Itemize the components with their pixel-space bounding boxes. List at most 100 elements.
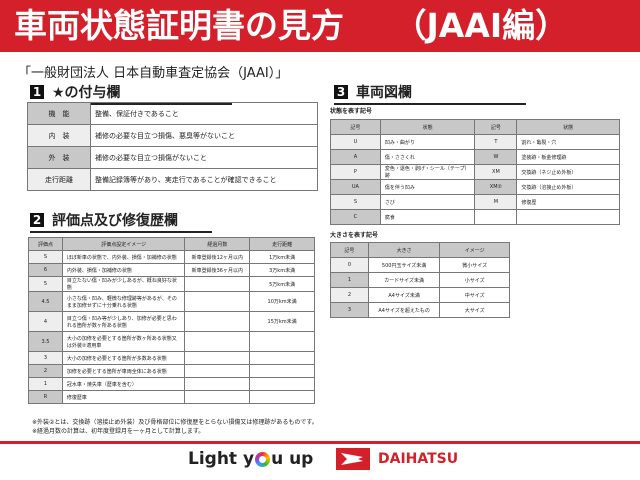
table-row: 4.5 小さな傷・凹み、軽微な修理跡等があるが、そのまま加修せずに十分乗れる状態 1…: [28, 291, 315, 312]
table-row: S ほぼ新車の状態で、内外装、損傷・加補修の状態 新車登録後12ヶ月以内 1万km未満: [28, 250, 315, 264]
note: ※経過月数の計算は、初年度登録月を一ヶ月として計算します。: [32, 428, 205, 435]
grade: 4: [28, 311, 63, 332]
size: カードサイズ未満: [367, 272, 441, 288]
size: 500円玉サイズ未満: [367, 257, 441, 273]
table-row: 5 目立たない傷・凹みが少しあるが、概ね良好な状態 5万km未満: [28, 276, 315, 292]
state-text: 交換跡（ネジ止め外板）: [516, 164, 620, 180]
state-text: 変色・退色・剥げ・シール（テープ）跡: [379, 164, 476, 180]
table-row: 3 大小の加修を必要とする箇所が多数ある状態: [28, 351, 315, 365]
section-title: 評価点及び修復歴欄: [52, 213, 178, 229]
description: 小さな傷・凹み、軽微な修理跡等があるが、そのまま加修せずに十分乗れる状態: [61, 291, 186, 312]
mileage: 10万km未満: [249, 291, 315, 312]
elapsed-months: 新車登録後12ヶ月以内: [184, 250, 251, 264]
table-row: 2 加修を必要とする箇所が車両全体にある状態: [28, 364, 315, 378]
mileage: [249, 351, 315, 365]
criteria-text: 補修の必要な目立つ損傷、悪臭等がないこと: [90, 124, 318, 147]
table-row: 4 目立つ傷・凹み等が少しあり、加修が必要と思われる箇所が数ヶ所ある状態 15万km…: [28, 311, 315, 332]
description: 加修を必要とする箇所が車両全体にある状態: [61, 364, 186, 378]
slogan-part: u up: [271, 449, 314, 469]
subtitle: 「一般財団法人 日本自動車査定協会（JAAI）」: [18, 66, 289, 81]
criteria-text: 補修の必要な目立つ損傷がないこと: [90, 146, 318, 169]
column-header: 状態: [516, 119, 620, 135]
column-header: 記号: [330, 119, 381, 135]
grade-table: 評価点 評価点設定イメージ 経過月数 走行距離 S ほぼ新車の状態で、内外装、損傷・加補修…: [28, 237, 315, 404]
state-symbol: XM: [474, 164, 518, 180]
description: 大小の加修を必要とする箇所が多数ある状態: [61, 351, 186, 365]
state-symbol: U: [330, 134, 381, 150]
table-row: R 修復歴車: [28, 390, 315, 404]
grade: 2: [28, 364, 63, 378]
state-text: 腐食: [379, 209, 476, 225]
size-image: 小サイズ: [439, 272, 510, 288]
criteria-label: 内 装: [27, 124, 91, 147]
state-text: さび: [379, 194, 476, 210]
state-text: 交換跡（溶接止め外板）: [516, 179, 620, 195]
section-title: ★の付与欄: [52, 85, 121, 101]
state-text: 修復歴: [516, 194, 620, 210]
criteria-label: 機 能: [27, 102, 91, 125]
elapsed-months: 新車登録後36ヶ月以内: [184, 263, 251, 277]
mileage: 3万km未満: [249, 263, 315, 277]
page-title: 車両状態証明書の見方 （JAAI編）: [0, 0, 640, 52]
table-row: 1 カードサイズ未満 小サイズ: [330, 272, 510, 288]
state-symbol: S: [330, 194, 381, 210]
elapsed-months: [184, 351, 251, 365]
elapsed-months: [184, 311, 251, 332]
description: 目立つ傷・凹み等が少しあり、加修が必要と思われる箇所が数ヶ所ある状態: [61, 311, 186, 332]
table-row: 0 500円玉サイズ未満 微小サイズ: [330, 257, 510, 273]
state-symbol: XM②: [474, 179, 518, 195]
size-image: 大サイズ: [439, 302, 510, 318]
mileage: [249, 364, 315, 378]
state-text: 傷を伴う凹み: [379, 179, 476, 195]
mileage: [249, 377, 315, 391]
description: 修復歴車: [61, 390, 186, 404]
state-text: 凹み・曲がり: [379, 134, 476, 150]
description: 大小の加修を必要とする箇所が数ヶ所ある状態又は外装②適用車: [61, 331, 186, 352]
state-text: 割れ・亀裂・穴: [516, 134, 620, 150]
table-row: S さび M 修復歴: [330, 194, 620, 210]
state-caption: 状態を表す記号: [330, 108, 373, 115]
mileage: [249, 331, 315, 352]
mileage: 15万km未満: [249, 311, 315, 332]
section-title: 車両図欄: [356, 85, 412, 101]
criteria-label: 外 装: [27, 146, 91, 169]
column-header: イメージ: [439, 242, 510, 258]
section-2-heading: 2 評価点及び修復歴欄: [30, 210, 212, 233]
state-symbol: C: [330, 209, 381, 225]
section-number: 1: [30, 85, 44, 99]
grade: R: [28, 390, 63, 404]
brand-name: DAIHATSU: [378, 451, 459, 467]
elapsed-months: [184, 390, 251, 404]
criteria-text: 整備、保証付きであること: [90, 102, 318, 125]
table-row: 2 A4サイズ未満 中サイズ: [330, 287, 510, 303]
size-symbol-table: 記号 大きさ イメージ 0 500円玉サイズ未満 微小サイズ 1 カードサイズ未満 小サイズ 2 A…: [330, 242, 510, 318]
column-header: 記号: [330, 242, 369, 258]
table-row: 機 能整備、保証付きであること: [27, 102, 318, 125]
size-symbol: 1: [330, 272, 369, 288]
state-symbol: W: [474, 149, 518, 165]
table-row: 外 装補修の必要な目立つ損傷がないこと: [27, 146, 318, 169]
daihatsu-logo-icon: [336, 448, 370, 470]
elapsed-months: [184, 291, 251, 312]
table-row: A 傷・ささくれ W 塗装跡・板金修理跡: [330, 149, 620, 165]
size: A4サイズ未満: [367, 287, 441, 303]
state-symbol: [474, 209, 518, 225]
grade: 1: [28, 377, 63, 391]
state-symbol-table: 記号 状態 記号 状態 U 凹み・曲がり T 割れ・亀裂・穴 A 傷・ささくれ W 塗装跡・板金修理跡…: [330, 119, 620, 225]
grade: 3: [28, 351, 63, 365]
state-symbol: UA: [330, 179, 381, 195]
star-criteria-table: 機 能整備、保証付きであること内 装補修の必要な目立つ損傷、悪臭等がないこと外 …: [27, 102, 318, 191]
mileage: [249, 390, 315, 404]
rainbow-o-icon: [255, 451, 271, 467]
elapsed-months: [184, 331, 251, 352]
grade: 6: [28, 263, 63, 277]
table-row: P 変色・退色・剥げ・シール（テープ）跡 XM 交換跡（ネジ止め外板）: [330, 164, 620, 180]
description: 内外装、損傷・加補修の状態: [61, 263, 186, 277]
column-header: 記号: [474, 119, 518, 135]
size-symbol: 2: [330, 287, 369, 303]
table-row: UA 傷を伴う凹み XM② 交換跡（溶接止め外板）: [330, 179, 620, 195]
note: ※外装②とは、交換跡（溶接止め外装）及び骨格部位に修復歴をとらない損傷又は修理跡…: [32, 419, 318, 426]
column-header: 走行距離: [249, 237, 315, 251]
criteria-label: 走行距離: [27, 168, 91, 191]
table-row: U 凹み・曲がり T 割れ・亀裂・穴: [330, 134, 620, 150]
